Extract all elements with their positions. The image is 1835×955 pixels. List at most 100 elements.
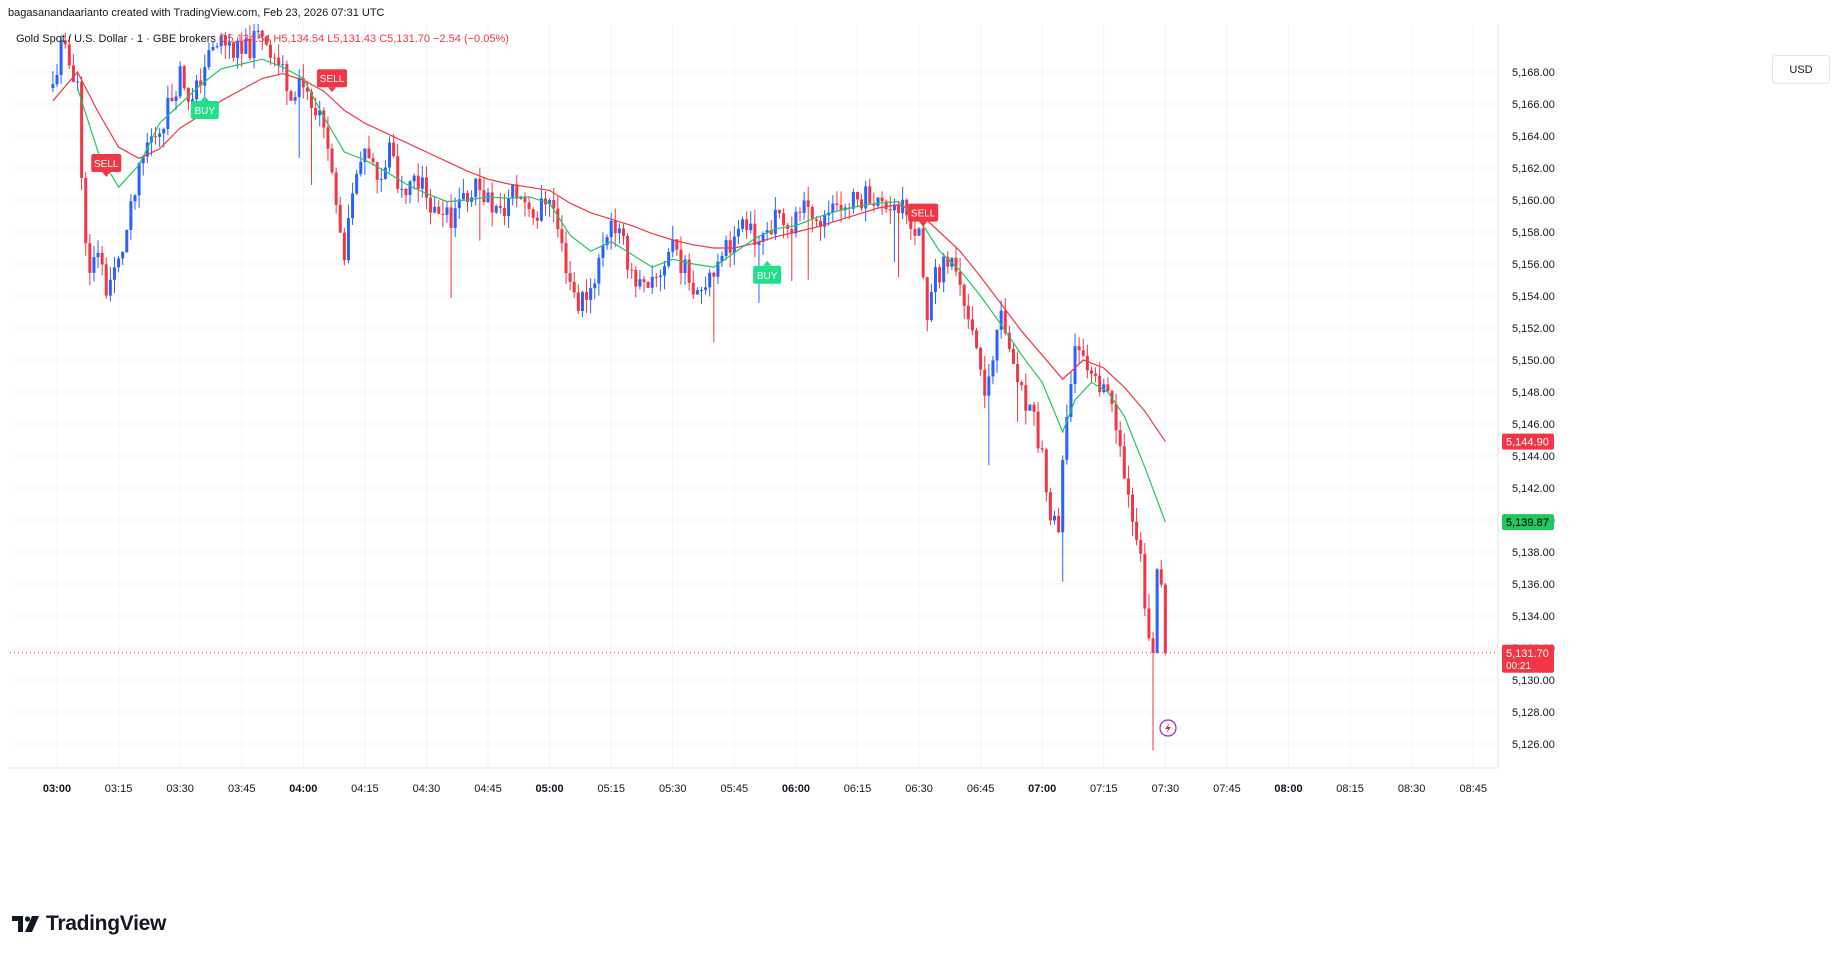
price-tag bbox=[1502, 433, 1554, 450]
sell-signal: SELL bbox=[317, 69, 348, 93]
candle-body bbox=[991, 360, 995, 377]
candle-body bbox=[117, 258, 121, 268]
candle-body bbox=[687, 259, 691, 283]
candle-body bbox=[946, 256, 950, 267]
candle-body bbox=[761, 233, 765, 242]
candle-body bbox=[400, 188, 404, 190]
candle-body bbox=[523, 196, 527, 203]
candle-body bbox=[864, 186, 868, 209]
price-tag-label: 5,139.87 bbox=[1506, 517, 1549, 529]
candle-body bbox=[158, 133, 162, 137]
candle-body bbox=[1159, 569, 1163, 585]
candle-body bbox=[975, 330, 979, 348]
candle-body bbox=[872, 203, 876, 206]
candle-body bbox=[671, 239, 675, 252]
time-tick-label: 05:15 bbox=[597, 783, 625, 795]
candle-body bbox=[1036, 411, 1040, 449]
candle-body bbox=[63, 40, 67, 45]
price-chart[interactable]: SELL BUY SELL BUY SELL 5,126.00 5,128.00 5,130… bbox=[10, 24, 1826, 897]
candle-body bbox=[732, 236, 736, 253]
candle-body bbox=[790, 228, 794, 234]
candle-body bbox=[884, 201, 888, 210]
candle-body bbox=[121, 252, 125, 259]
buy-signal: BUY bbox=[753, 260, 782, 284]
candle-body bbox=[305, 87, 309, 92]
candle-body bbox=[232, 42, 236, 58]
candle-body bbox=[129, 201, 133, 231]
candle-body bbox=[962, 284, 966, 306]
signal-pointer bbox=[919, 221, 928, 227]
price-tick-label: 5,164.00 bbox=[1512, 131, 1555, 143]
tradingview-logo[interactable]: TradingView bbox=[12, 912, 166, 936]
last-price-tag bbox=[1502, 644, 1554, 673]
candle-body bbox=[1081, 350, 1085, 356]
candle-body bbox=[482, 190, 486, 203]
candle-body bbox=[285, 64, 289, 91]
candle-body bbox=[913, 228, 917, 236]
price-tick-label: 5,160.00 bbox=[1512, 195, 1555, 207]
time-tick-label: 06:00 bbox=[782, 783, 810, 795]
ohlc-open: O5,134.54 bbox=[218, 33, 271, 45]
candle-body bbox=[1098, 375, 1102, 393]
price-tick-label: 5,166.00 bbox=[1512, 99, 1555, 111]
time-tick-label: 05:45 bbox=[721, 783, 749, 795]
candle-body bbox=[289, 90, 293, 101]
time-tick-label: 08:45 bbox=[1459, 783, 1487, 795]
candle-body bbox=[363, 148, 367, 162]
candle-body bbox=[515, 184, 519, 199]
candle-body bbox=[1016, 363, 1020, 383]
candle-body bbox=[182, 66, 186, 89]
symbol-name[interactable]: Gold Spot / U.S. Dollar · 1 · GBE broker… bbox=[16, 33, 216, 45]
candle-body bbox=[876, 197, 880, 206]
candle-body bbox=[1057, 515, 1061, 533]
candle-body bbox=[236, 40, 240, 58]
price-tick-label: 5,156.00 bbox=[1512, 259, 1555, 271]
candle-body bbox=[154, 136, 158, 138]
candle-body bbox=[667, 251, 671, 267]
price-tag-label: 5,144.90 bbox=[1506, 437, 1549, 449]
candle-body bbox=[658, 275, 662, 278]
candle-body bbox=[59, 40, 63, 75]
sell-signal: SELL bbox=[908, 203, 939, 227]
lightning-icon[interactable] bbox=[1159, 719, 1177, 737]
candle-body bbox=[1061, 459, 1065, 533]
time-tick-label: 04:30 bbox=[413, 783, 441, 795]
candle-body bbox=[1069, 384, 1073, 417]
candle-body bbox=[999, 310, 1003, 330]
price-tick-label: 5,130.00 bbox=[1512, 675, 1555, 687]
brand-wordmark: TradingView bbox=[46, 912, 167, 935]
price-tick-label: 5,158.00 bbox=[1512, 227, 1555, 239]
candle-body bbox=[823, 215, 827, 227]
time-tick-label: 04:00 bbox=[289, 783, 317, 795]
candle-body bbox=[1147, 608, 1151, 639]
candle-body bbox=[498, 205, 502, 208]
candle-body bbox=[712, 272, 716, 277]
candle-body bbox=[753, 223, 757, 245]
currency-selector[interactable]: USD bbox=[1772, 55, 1830, 84]
ohlc-high: H5,134.54 bbox=[273, 33, 325, 45]
chart-frame[interactable]: SELL BUY SELL BUY SELL 5,126.00 5,128.00 5,130… bbox=[10, 24, 1830, 897]
signal-box bbox=[91, 154, 122, 172]
chart-attribution: bagasanandaarianto created with TradingV… bbox=[8, 7, 385, 19]
candle-body bbox=[1011, 349, 1015, 364]
candle-body bbox=[408, 181, 412, 196]
candle-body bbox=[1077, 346, 1081, 351]
candle-body bbox=[814, 219, 818, 221]
candle-body bbox=[798, 211, 802, 213]
candle-body bbox=[502, 207, 506, 216]
candle-body bbox=[211, 46, 215, 51]
time-tick-label: 04:45 bbox=[474, 783, 502, 795]
candle-body bbox=[457, 199, 461, 209]
candle-body bbox=[958, 271, 962, 285]
candle-body bbox=[897, 204, 901, 214]
candle-body bbox=[449, 207, 453, 228]
time-tick-label: 07:45 bbox=[1213, 783, 1241, 795]
candle-body bbox=[810, 207, 814, 220]
time-tick-label: 03:15 bbox=[105, 783, 133, 795]
time-tick-label: 03:00 bbox=[43, 783, 71, 795]
time-tick-label: 03:30 bbox=[166, 783, 194, 795]
candle-body bbox=[96, 253, 100, 258]
candle-body bbox=[683, 259, 687, 274]
candle-body bbox=[203, 67, 207, 86]
candle-body bbox=[342, 232, 346, 261]
